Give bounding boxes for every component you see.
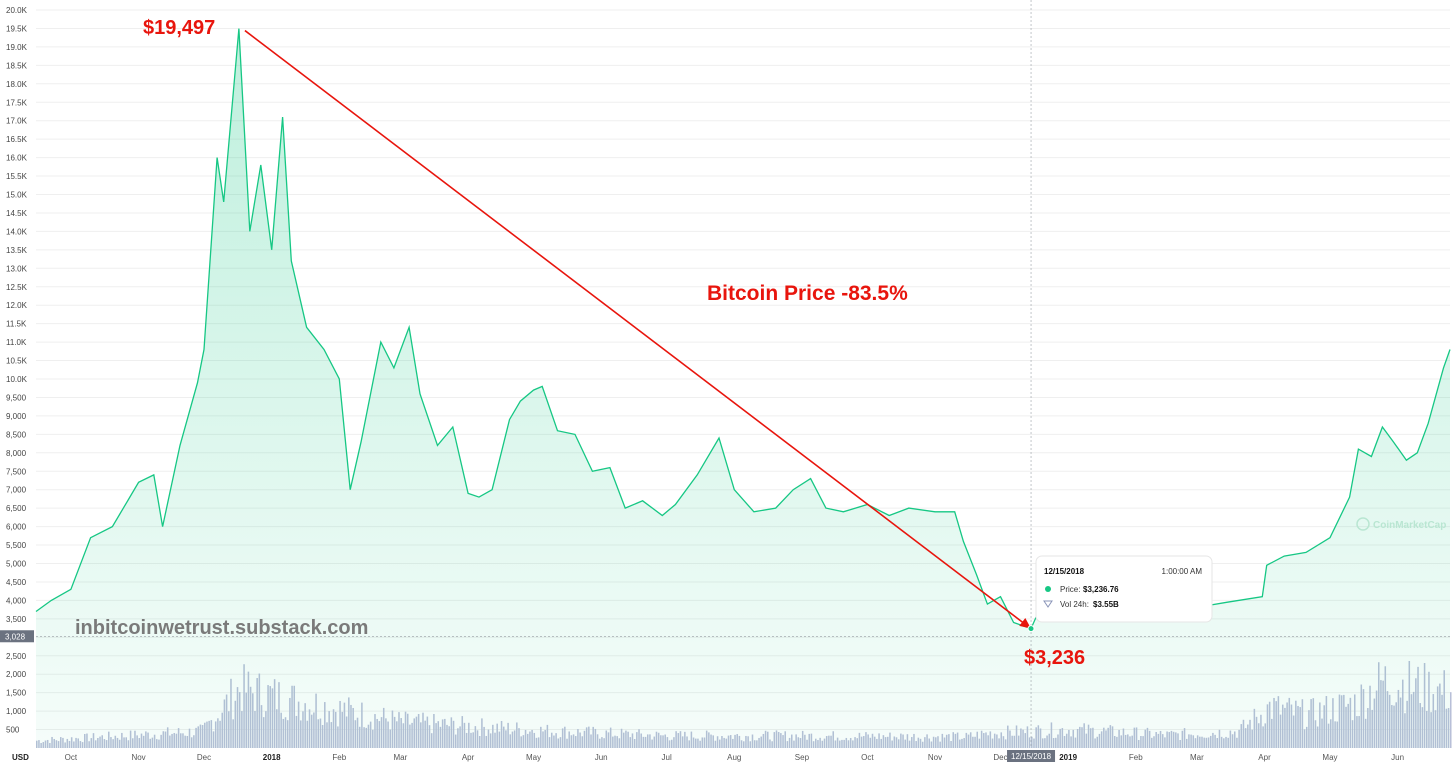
y-tick-label: 5,500 [6, 541, 27, 550]
x-tick-label: 2018 [263, 753, 281, 762]
decline-headline: Bitcoin Price -83.5% [707, 282, 908, 305]
volume-bar [1450, 692, 1452, 748]
substack-watermark: inbitcoinwetrust.substack.com [75, 617, 368, 639]
x-tick-label: May [1322, 753, 1337, 762]
crosshair-x-label: 12/15/2018 [1011, 752, 1052, 761]
y-tick-label: 17.0K [6, 117, 28, 126]
x-tick-label: Nov [928, 753, 942, 762]
x-tick-label: Feb [332, 753, 346, 762]
decline-arrow [244, 29, 1024, 624]
y-tick-label: 10.0K [6, 375, 28, 384]
y-tick-label: 6,000 [6, 523, 27, 532]
y-tick-label: 12.0K [6, 301, 28, 310]
y-tick-label: 13.5K [6, 246, 28, 255]
currency-label: USD [12, 753, 29, 762]
y-tick-label: 10.5K [6, 357, 28, 366]
x-tick-label: Dec [993, 753, 1007, 762]
x-tick-label: Mar [394, 753, 408, 762]
crosshair-y-label-bg [0, 630, 34, 643]
y-tick-label: 15.0K [6, 191, 28, 200]
y-tick-label: 11.0K [6, 338, 27, 347]
y-tick-label: 2,500 [6, 652, 27, 661]
trough-point [1027, 625, 1035, 633]
price-dot-icon [1045, 586, 1051, 592]
x-tick-label: Mar [1190, 753, 1204, 762]
tooltip-volume-value: $3.55B [1093, 600, 1119, 609]
tooltip-date: 12/15/2018 [1044, 567, 1085, 576]
y-tick-label: 500 [6, 726, 20, 735]
x-tick-label: Feb [1129, 753, 1143, 762]
x-tick-label: Apr [1258, 753, 1271, 762]
y-tick-label: 5,000 [6, 560, 27, 569]
x-tick-label: May [526, 753, 541, 762]
y-tick-label: 6,500 [6, 504, 27, 513]
x-tick-label: Jun [1391, 753, 1404, 762]
y-axis: 5001,0001,5002,0002,5003,0003,5004,0004,… [6, 6, 28, 735]
tooltip-price-label: Price: [1060, 585, 1080, 594]
y-tick-label: 20.0K [6, 6, 28, 15]
y-tick-label: 13.0K [6, 264, 28, 273]
x-tick-label: Jul [662, 753, 672, 762]
y-tick-label: 8,000 [6, 449, 27, 458]
y-tick-label: 19.5K [6, 24, 28, 33]
y-tick-label: 1,000 [6, 707, 27, 716]
y-tick-label: 8,500 [6, 430, 27, 439]
y-tick-label: 2,000 [6, 670, 27, 679]
y-tick-label: 19.0K [6, 43, 28, 52]
trough-price-label: $3,236 [1024, 647, 1085, 669]
y-tick-label: 18.5K [6, 61, 28, 70]
x-tick-label: Aug [727, 753, 741, 762]
y-tick-label: 15.5K [6, 172, 28, 181]
y-tick-label: 11.5K [6, 320, 27, 329]
tooltip-box [1035, 555, 1213, 623]
crosshair-y-label: 3,028 [5, 632, 26, 641]
y-tick-label: 14.5K [6, 209, 28, 218]
y-tick-label: 1,500 [6, 689, 27, 698]
tooltip-volume-label: Vol 24h: [1060, 600, 1089, 609]
y-tick-label: 7,000 [6, 486, 27, 495]
crosshair-x-label-bg [1007, 750, 1056, 762]
y-tick-label: 16.0K [6, 154, 28, 163]
x-tick-label: Dec [197, 753, 211, 762]
price-line [35, 28, 1451, 630]
peak-price-label: $19,497 [143, 17, 215, 39]
coinmarketcap-icon [1356, 517, 1370, 531]
x-tick-label: Oct [861, 753, 874, 762]
coinmarketcap-text: CoinMarketCap [1373, 520, 1446, 531]
y-tick-label: 9,000 [6, 412, 27, 421]
price-area [36, 28, 1450, 749]
coinmarketcap-logo: CoinMarketCap [1356, 517, 1446, 531]
y-tick-label: 9,500 [6, 393, 27, 402]
y-tick-label: 7,500 [6, 467, 27, 476]
y-tick-label: 3,500 [6, 615, 27, 624]
tooltip-price-value: $3,236.76 [1083, 585, 1119, 594]
y-tick-label: 4,500 [6, 578, 27, 587]
x-tick-label: Sep [795, 753, 810, 762]
x-tick-label: 2019 [1059, 753, 1077, 762]
volume-diamond-icon [1043, 600, 1053, 608]
x-tick-label: Apr [462, 753, 475, 762]
y-tick-label: 4,000 [6, 596, 27, 605]
y-tick-label: 16.5K [6, 135, 28, 144]
x-tick-label: Oct [65, 753, 78, 762]
y-tick-label: 14.0K [6, 227, 28, 236]
tooltip-time: 1:00:00 AM [1162, 567, 1203, 576]
y-tick-label: 12.5K [6, 283, 28, 292]
x-tick-label: Jun [595, 753, 608, 762]
tooltip: 12/15/2018 1:00:00 AM Price: $3,236.76 V… [1035, 555, 1213, 623]
decline-arrowhead [1019, 617, 1032, 629]
x-axis: Oct Nov Dec 2018 Feb Mar Apr May Jun Jul Aug Sep Oct… [65, 753, 1404, 762]
y-tick-label: 17.5K [6, 98, 28, 107]
y-tick-label: 18.0K [6, 80, 28, 89]
x-tick-label: Nov [131, 753, 145, 762]
